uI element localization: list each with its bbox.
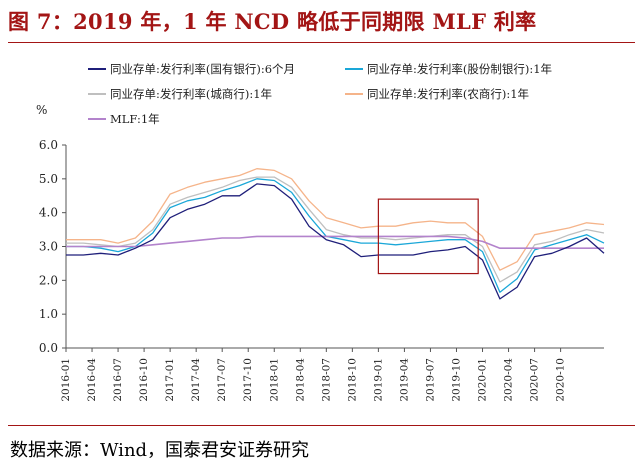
- x-tick-label: 2017-10: [242, 358, 254, 402]
- x-tick-label: 2020-04: [503, 358, 515, 402]
- x-tick-label: 2019-07: [424, 358, 436, 402]
- x-tick-label: 2018-04: [294, 358, 306, 402]
- legend-label: 同业存单:发行利率(股份制银行):1年: [367, 62, 552, 76]
- x-tick-label: 2018-01: [268, 358, 280, 402]
- x-tick-label: 2016-07: [112, 358, 124, 402]
- y-tick-label: 4.0: [39, 206, 58, 220]
- y-tick-label: 1.0: [39, 307, 58, 321]
- x-tick-label: 2016-10: [138, 358, 150, 402]
- y-tick-label: 3.0: [39, 240, 58, 254]
- x-tick-label: 2020-01: [477, 358, 489, 402]
- series-line: [66, 235, 604, 249]
- x-tick-label: 2020-10: [555, 358, 567, 402]
- title-rule: [8, 42, 635, 43]
- y-tick-label: 5.0: [39, 172, 58, 186]
- x-tick-label: 2016-04: [86, 358, 98, 402]
- chart-title: 图 7：2019 年，1 年 NCD 略低于同期限 MLF 利率: [8, 9, 537, 34]
- y-axis-label: %: [36, 103, 47, 117]
- line-chart: 同业存单:发行利率(国有银行):6个月 同业存单:发行利率(股份制银行):1年同业…: [36, 62, 605, 402]
- x-tick-label: 2020-07: [529, 358, 541, 402]
- x-tick-label: 2019-04: [398, 358, 410, 402]
- x-tick-label: 2018-10: [346, 358, 358, 402]
- source-note: 数据来源：Wind，国泰君安证券研究: [10, 440, 310, 461]
- x-tick-label: 2017-07: [216, 358, 228, 402]
- x-tick-label: 2018-07: [320, 358, 332, 402]
- x-tick-label: 2019-10: [450, 358, 462, 402]
- series-line: [66, 178, 605, 293]
- x-tick-label: 2016-01: [60, 358, 72, 402]
- x-tick-label: 2017-01: [164, 358, 176, 402]
- legend-label: 同业存单:发行利率(农商行):1年: [367, 87, 529, 101]
- y-tick-label: 6.0: [39, 138, 58, 152]
- x-tick-label: 2017-04: [190, 358, 202, 402]
- y-tick-label: 0.0: [39, 341, 58, 355]
- series-line: [66, 168, 605, 271]
- legend-label: 同业存单:发行利率(城商行):1年: [110, 87, 272, 101]
- x-tick-label: 2019-01: [372, 358, 384, 402]
- y-tick-label: 2.0: [39, 273, 58, 287]
- source-rule: [8, 425, 635, 426]
- series-line: [66, 183, 605, 300]
- legend-label: MLF:1年: [110, 112, 160, 126]
- legend-label: 同业存单:发行利率(国有银行):6个月: [110, 62, 295, 76]
- highlight-box: [377, 198, 479, 275]
- series-line: [66, 176, 605, 283]
